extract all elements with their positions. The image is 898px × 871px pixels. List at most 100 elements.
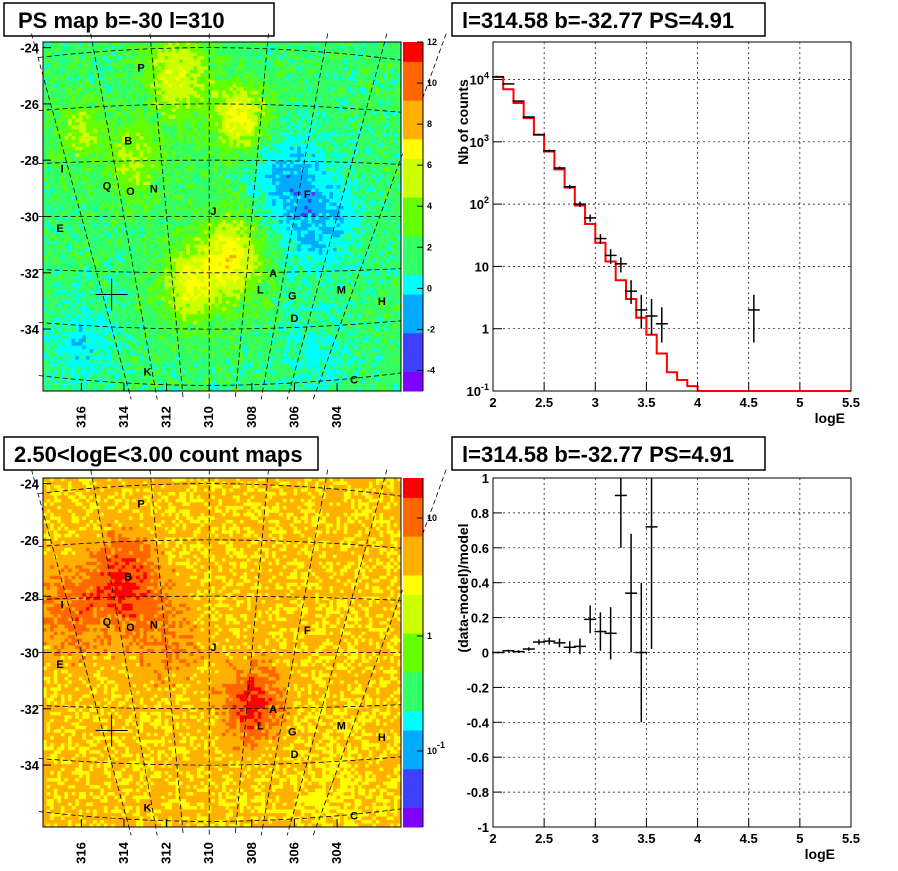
heatmap-cell (53, 66, 58, 71)
heatmap-cell (46, 153, 51, 158)
heatmap-cell (71, 209, 76, 214)
heatmap-cell (375, 139, 380, 144)
heatmap-cell (64, 139, 69, 144)
heatmap-cell (161, 122, 166, 127)
heatmap-cell (200, 164, 205, 169)
heatmap-cell (96, 52, 101, 57)
heatmap-cell (354, 55, 359, 60)
heatmap-cell (193, 59, 198, 64)
heatmap-cell (82, 90, 87, 95)
heatmap-cell (78, 181, 83, 186)
heatmap-cell (365, 76, 370, 81)
heatmap-cell (232, 76, 237, 81)
heatmap-cell (254, 118, 259, 123)
heatmap-cell (68, 83, 73, 88)
heatmap-cell (332, 42, 337, 46)
heatmap-cell (186, 160, 191, 165)
heatmap-cell (46, 146, 51, 151)
heatmap-cell (128, 80, 133, 85)
heatmap-cell (71, 55, 76, 60)
heatmap-cell (60, 80, 65, 85)
heatmap-cell (290, 164, 294, 169)
heatmap-cell (243, 185, 248, 189)
heatmap-cell (75, 42, 80, 46)
heatmap-cell (232, 108, 237, 113)
heatmap-cell (261, 108, 266, 113)
heatmap-cell (132, 202, 137, 207)
heatmap-cell (153, 101, 158, 106)
heatmap-cell (272, 160, 277, 165)
heatmap-cell (318, 136, 323, 141)
heatmap-cell (89, 118, 94, 123)
heatmap-cell (372, 59, 377, 64)
heatmap-cell (168, 153, 173, 158)
heatmap-cell (390, 87, 395, 92)
heatmap-cell (164, 90, 169, 95)
heatmap-cell (211, 160, 216, 165)
heatmap-cell (161, 139, 166, 144)
heatmap-cell (279, 115, 284, 120)
heatmap-cell (128, 83, 133, 88)
heatmap-cell (372, 129, 377, 134)
heatmap-cell (214, 87, 219, 92)
heatmap-cell (347, 52, 352, 57)
heatmap-cell (325, 202, 330, 207)
heatmap-cell (290, 178, 294, 182)
heatmap-cell (250, 188, 255, 193)
heatmap-cell (200, 80, 205, 85)
heatmap-cell (64, 122, 69, 127)
heatmap-cell (89, 69, 94, 74)
heatmap-cell (114, 188, 119, 193)
heatmap-cell (85, 59, 90, 64)
heatmap-cell (268, 139, 273, 144)
heatmap-cell (114, 143, 119, 148)
heatmap-cell (193, 122, 198, 127)
heatmap-cell (179, 80, 184, 85)
heatmap-cell (161, 132, 166, 137)
heatmap-cell (200, 76, 205, 81)
heatmap-cell (207, 160, 212, 165)
heatmap-cell (282, 164, 287, 169)
heatmap-cell (225, 146, 230, 151)
heatmap-cell (150, 167, 155, 172)
heatmap-cell (393, 146, 398, 151)
heatmap-cell (118, 69, 123, 74)
heatmap-cell (50, 59, 55, 64)
heatmap-cell (279, 139, 284, 144)
heatmap-cell (204, 153, 209, 158)
heatmap-cell (272, 122, 277, 127)
heatmap-cell (268, 118, 273, 123)
heatmap-cell (43, 129, 47, 134)
heatmap-cell (325, 157, 330, 162)
heatmap-cell (111, 42, 115, 46)
heatmap-cell (279, 73, 284, 78)
heatmap-cell (225, 97, 230, 102)
heatmap-cell (329, 195, 334, 200)
heatmap-cell (193, 94, 198, 99)
heatmap-cell (168, 108, 173, 113)
heatmap-cell (300, 108, 305, 113)
heatmap-cell (315, 171, 320, 176)
heatmap-cell (150, 87, 155, 92)
heatmap-cell (354, 181, 359, 186)
heatmap-cell (311, 52, 316, 57)
heatmap-cell (358, 181, 363, 186)
heatmap-cell (229, 171, 234, 176)
heatmap-cell (379, 132, 384, 137)
heatmap-cell (229, 202, 234, 207)
heatmap-cell (343, 87, 348, 92)
heatmap-cell (50, 202, 55, 207)
heatmap-cell (311, 69, 316, 74)
heatmap-cell (225, 199, 230, 203)
heatmap-cell (139, 83, 144, 88)
heatmap-cell (125, 185, 130, 189)
heatmap-cell (304, 52, 309, 57)
heatmap-cell (196, 104, 201, 109)
heatmap-cell (57, 97, 62, 102)
heatmap-cell (153, 143, 158, 148)
heatmap-cell (68, 132, 73, 137)
heatmap-cell (222, 94, 226, 99)
heatmap-cell (43, 62, 47, 67)
heatmap-cell (150, 202, 155, 207)
heatmap-cell (318, 73, 323, 78)
